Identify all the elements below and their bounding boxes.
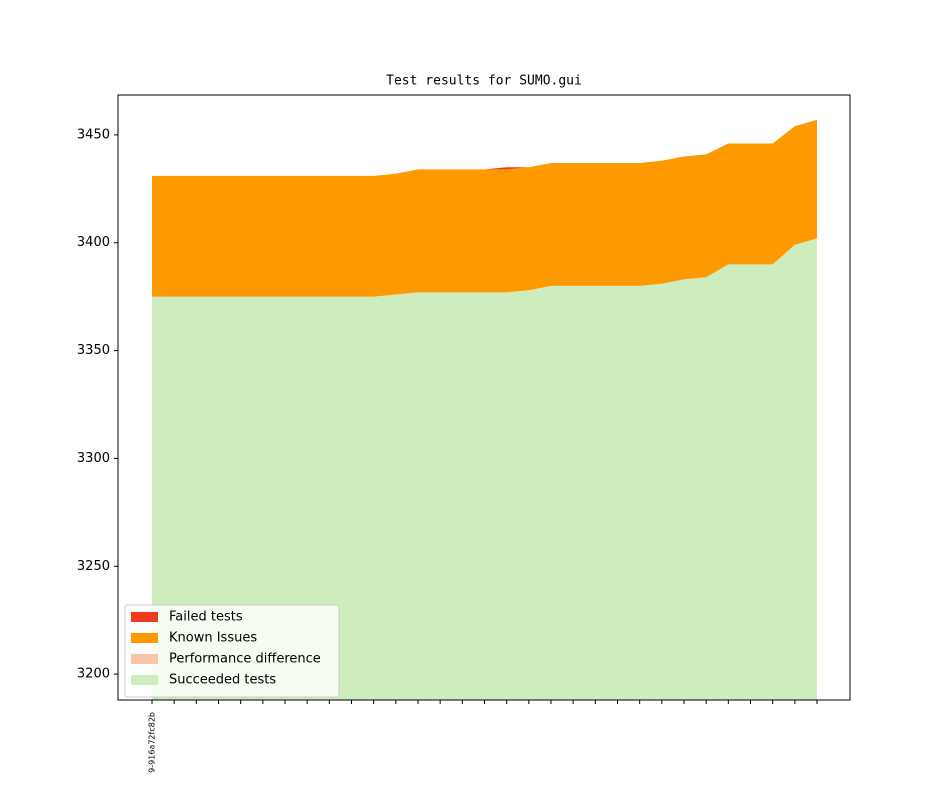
legend-swatch — [131, 675, 158, 685]
legend-swatch — [131, 654, 158, 664]
chart-title: Test results for SUMO.gui — [386, 74, 582, 89]
y-tick-label: 3300 — [77, 451, 110, 466]
y-tick-label: 3250 — [77, 559, 110, 574]
area — [152, 119, 817, 297]
legend-label: Known Issues — [169, 631, 257, 646]
y-tick-label: 3200 — [77, 667, 110, 682]
legend-swatch — [131, 633, 158, 643]
area — [152, 238, 817, 700]
y-tick-label: 3450 — [77, 127, 110, 142]
legend-swatch — [131, 612, 158, 622]
legend-frame — [124, 604, 340, 698]
y-tick-label: 3350 — [77, 343, 110, 358]
legend-label: Failed tests — [169, 610, 243, 625]
x-tick-label: 9-916a72fc82b — [148, 712, 157, 773]
legend-label: Performance difference — [169, 652, 321, 667]
legend-label: Succeeded tests — [169, 673, 276, 688]
legend: Failed tests Known Issues Performance diff… — [124, 604, 340, 698]
y-tick-label: 3400 — [77, 235, 110, 250]
